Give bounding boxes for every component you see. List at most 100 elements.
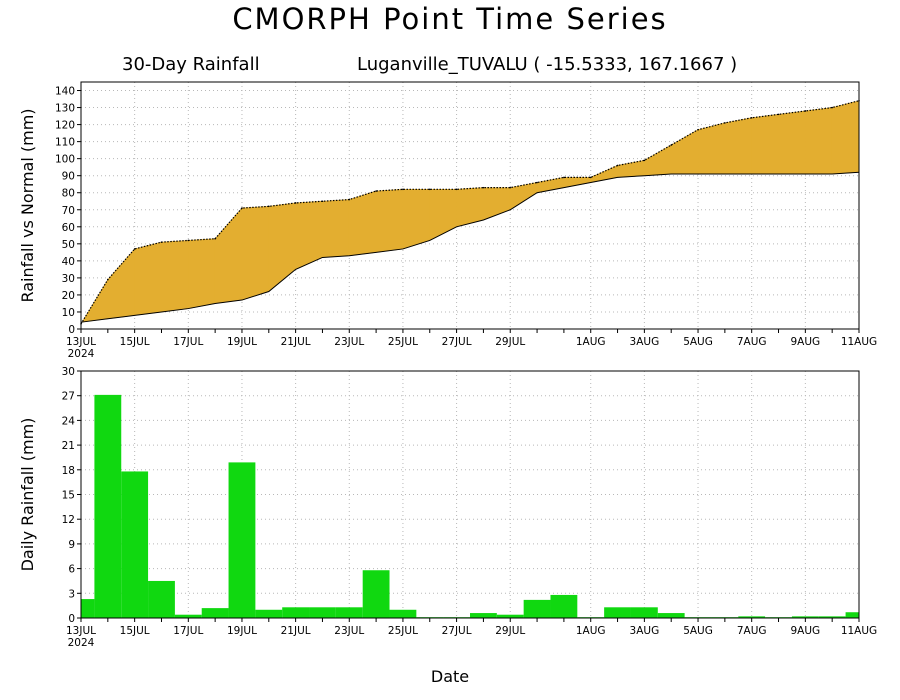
above-normal-area: [214, 207, 243, 304]
daily-rainfall-bar-1: [94, 394, 122, 618]
top-frame: [80, 81, 860, 330]
top-ytick-label: 90: [62, 171, 75, 183]
bottom-ytick-label: 21: [62, 440, 75, 452]
bottom-ytick-label: 24: [62, 415, 76, 427]
above-normal-area: [724, 117, 752, 175]
actual-point-12: [402, 188, 404, 191]
bottom-ytick-label: 0: [68, 613, 75, 625]
bottom-ytick-label: 30: [62, 366, 75, 378]
bottom-xtick-label: 5AUG: [683, 625, 713, 637]
top-ytick-label: 80: [62, 188, 75, 200]
top-ytick-label: 110: [55, 137, 75, 149]
above-normal-area: [831, 100, 860, 175]
actual-point-5: [214, 237, 216, 240]
above-normal-area: [697, 122, 726, 175]
actual-point-18: [563, 176, 565, 179]
bottom-xtick-label: 15JUL: [120, 625, 150, 637]
above-normal-area: [161, 240, 189, 313]
daily-rainfall-bar-3: [148, 580, 175, 618]
bottom-xtick-label: 23JUL: [334, 625, 364, 637]
actual-point-20: [616, 164, 619, 167]
above-normal-area: [670, 129, 699, 175]
actual-point-17: [536, 181, 538, 184]
daily-rainfall-bar-25: [738, 616, 766, 618]
actual-point-9: [321, 200, 324, 203]
top-xtick-label: 15JUL: [120, 336, 150, 348]
actual-point-21: [643, 159, 646, 162]
daily-rainfall-bar-15: [470, 613, 497, 618]
top-ytick-label: 130: [55, 103, 75, 115]
bottom-xtick-label: 21JUL: [281, 625, 311, 637]
chart-subtitle-period: 30-Day Rainfall: [122, 54, 260, 75]
top-xtick-label: 27JUL: [442, 336, 472, 348]
actual-point-7: [267, 205, 270, 208]
top-xtick-label: 25JUL: [388, 336, 418, 348]
bottom-xtick-label: 27JUL: [442, 625, 472, 637]
bottom-ytick-label: 15: [62, 490, 75, 502]
top-ytick-label: 10: [62, 307, 75, 319]
above-normal-area: [778, 110, 806, 175]
above-normal-area: [751, 114, 779, 175]
above-normal-area: [188, 238, 216, 309]
actual-point-6: [241, 207, 243, 209]
bottom-xtick-label: 17JUL: [173, 625, 203, 637]
top-ytick-label: 50: [62, 239, 75, 251]
daily-rainfall-bar-27: [791, 616, 819, 618]
above-normal-area: [509, 182, 538, 211]
top-xtick-label: 1AUG: [576, 336, 606, 348]
above-normal-area: [375, 188, 404, 253]
top-ytick-label: 140: [55, 86, 75, 98]
bottom-xtick-label: 11AUG: [841, 625, 877, 637]
actual-point-23: [697, 128, 699, 131]
daily-rainfall-bar-16: [496, 614, 524, 618]
top-ytick-label: 120: [55, 120, 75, 132]
bottom-ytick-label: 12: [62, 514, 75, 526]
actual-point-26: [777, 113, 780, 116]
actual-point-10: [348, 198, 351, 201]
daily-rainfall-bar-4: [174, 614, 202, 618]
above-normal-area: [805, 107, 833, 175]
actual-point-16: [509, 186, 512, 189]
top-xtick-label: 5AUG: [683, 336, 713, 348]
bottom-xtick-year-label: 2024: [68, 637, 95, 649]
bottom-ytick-label: 3: [68, 588, 75, 600]
top-xtick-label: 23JUL: [334, 336, 364, 348]
top-ytick-label: 30: [62, 273, 75, 285]
bottom-xtick-label: 9AUG: [791, 625, 821, 637]
chart-title: CMORPH Point Time Series: [232, 2, 668, 36]
bottom-xtick-label: 3AUG: [630, 625, 660, 637]
above-normal-area: [322, 199, 350, 258]
actual-point-25: [750, 116, 753, 119]
daily-rainfall-bar-29: [845, 612, 859, 618]
actual-point-3: [160, 241, 163, 243]
above-normal-area: [429, 189, 457, 241]
chart-subtitle-location: Luganville_TUVALU ( -15.5333, 167.1667 ): [357, 54, 738, 75]
top-ytick-label: 70: [62, 205, 75, 217]
actual-point-19: [589, 176, 592, 179]
top-xtick-label: 29JUL: [495, 336, 525, 348]
daily-rainfall-bar-7: [255, 609, 283, 618]
above-normal-area: [134, 241, 162, 316]
daily-rainfall-bar-28: [818, 616, 846, 618]
actual-point-22: [670, 144, 673, 146]
above-normal-area: [348, 190, 377, 257]
x-axis-title: Date: [431, 667, 469, 686]
actual-point-8: [294, 202, 297, 204]
daily-rainfall-bar-0: [81, 599, 95, 618]
bottom-xtick-label: 7AUG: [737, 625, 767, 637]
daily-rainfall-bar-2: [121, 471, 149, 618]
actual-point-28: [831, 106, 833, 109]
daily-rainfall-bar-9: [309, 607, 336, 618]
bottom-xtick-label: 1AUG: [576, 625, 606, 637]
top-ytick-label: 60: [62, 222, 75, 234]
daily-rainfall-bar-11: [362, 570, 390, 618]
top-xtick-label: 19JUL: [227, 336, 257, 348]
top-ytick-label: 20: [62, 290, 75, 302]
daily-rainfall-bar-18: [550, 594, 578, 618]
bottom-ytick-label: 18: [62, 465, 75, 477]
bottom-xtick-label: 13JUL: [66, 625, 96, 637]
top-y-axis-title: Rainfall vs Normal (mm): [18, 108, 37, 302]
daily-rainfall-bar-6: [228, 462, 256, 618]
daily-rainfall-bar-5: [201, 608, 229, 618]
